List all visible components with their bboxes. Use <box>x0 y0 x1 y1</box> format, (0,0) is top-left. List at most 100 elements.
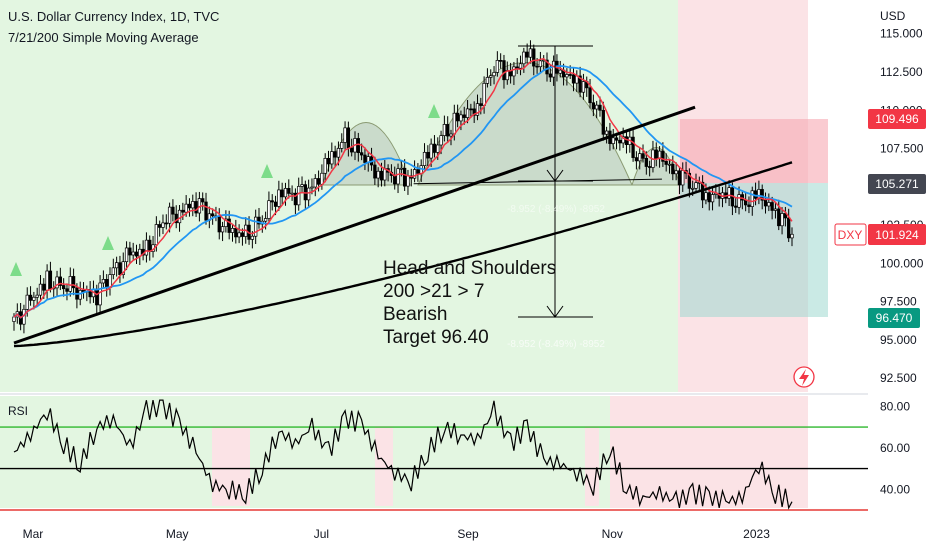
candle-body <box>694 182 698 189</box>
candle-body <box>171 206 175 215</box>
candle-body <box>373 164 377 179</box>
rsi-label: RSI <box>8 404 28 418</box>
candle-body <box>287 188 291 194</box>
candle-body <box>333 151 337 158</box>
bullish-zone-main <box>0 0 678 392</box>
candle-body <box>359 152 364 156</box>
candle-body <box>350 147 354 153</box>
candle-body <box>313 178 317 188</box>
candle-body <box>383 168 387 181</box>
candle-body <box>502 60 506 81</box>
candle-body <box>495 60 500 73</box>
candle-body <box>161 222 165 228</box>
candle-body <box>177 209 182 224</box>
candle-body <box>316 178 321 185</box>
candle-body <box>406 175 410 187</box>
candle-body <box>210 213 215 217</box>
candle-body <box>773 208 778 211</box>
current-price-text: 101.924 <box>875 228 919 242</box>
candle-body <box>455 112 460 122</box>
candle-body <box>727 187 731 199</box>
candle-body <box>780 213 784 227</box>
candle-body <box>181 209 185 213</box>
candle-body <box>747 204 751 207</box>
candle-body <box>148 239 152 252</box>
price-tick-label: 107.500 <box>880 142 924 156</box>
candle-body <box>28 294 33 301</box>
candle-body <box>346 127 351 149</box>
candle-body <box>558 69 562 74</box>
candle-body <box>465 108 470 118</box>
candle-body <box>757 189 761 199</box>
candle-body <box>273 201 278 207</box>
annotation-line-2: 200 >21 > 7 <box>383 281 484 302</box>
candle-body <box>568 74 572 76</box>
sma-7-line <box>13 58 793 319</box>
candle-body <box>452 112 456 135</box>
target-level-tag: 96.470 <box>868 308 920 328</box>
price-tick-label: 100.000 <box>880 256 924 270</box>
candle-body <box>499 60 503 62</box>
candle-body <box>306 187 311 201</box>
candle-body <box>71 276 76 289</box>
rsi-tick-label: 80.00 <box>880 399 910 413</box>
candle-body <box>124 247 129 263</box>
candle-body <box>118 262 122 275</box>
candle-body <box>250 235 255 240</box>
measure-label-top: -8.952 (-8.49%) -8952 <box>507 204 605 215</box>
candle-body <box>416 169 420 174</box>
candle-body <box>330 151 334 165</box>
candle-body <box>515 66 519 69</box>
candle-body <box>641 153 645 159</box>
candle-body <box>737 194 741 208</box>
candle-body <box>638 153 642 162</box>
price-tick-label: 112.500 <box>880 65 923 79</box>
candle-body <box>595 104 599 110</box>
candle-body <box>204 201 208 221</box>
candle-body <box>379 170 384 181</box>
candle-body <box>68 276 72 292</box>
rsi-line <box>13 399 793 510</box>
candle-body <box>42 283 46 291</box>
lightning-icon[interactable] <box>793 366 815 388</box>
candle-body <box>446 124 450 137</box>
candle-body <box>591 102 596 110</box>
candle-body <box>449 133 453 137</box>
candle-body <box>770 202 774 211</box>
candle-body <box>283 188 288 198</box>
candle-body <box>661 150 665 162</box>
candle-body <box>422 151 427 166</box>
candle-body <box>98 282 102 306</box>
candle-body <box>144 239 149 256</box>
target-level-tag-text: 96.470 <box>876 311 913 325</box>
chart-title: U.S. Dollar Currency Index, 1D, TVC <box>8 9 219 24</box>
candle-body <box>671 163 675 175</box>
candle-body <box>240 232 245 237</box>
candle-body <box>131 251 135 256</box>
candle-body <box>469 108 473 111</box>
candle-body <box>158 224 162 228</box>
candle-body <box>187 203 192 209</box>
candle-body <box>323 157 327 174</box>
candle-body <box>654 149 658 159</box>
candle-body <box>58 276 62 286</box>
candle-body <box>320 172 324 185</box>
rising-trendline-line[interactable] <box>13 105 696 345</box>
symbol-tag-text: DXY <box>838 228 863 242</box>
candle-body <box>442 124 447 136</box>
candle-body <box>677 170 682 186</box>
annotation-line-3: Bearish <box>383 304 447 325</box>
candle-body <box>254 216 258 237</box>
candle-body <box>95 288 99 306</box>
candle-body <box>270 200 274 203</box>
bearish-band-rsi-3 <box>585 426 599 506</box>
candle-body <box>154 224 159 246</box>
candle-body <box>522 51 526 65</box>
candle-body <box>588 87 592 104</box>
candle-body <box>363 154 367 163</box>
candle-body <box>750 190 754 207</box>
candle-body <box>191 201 195 209</box>
candle-body <box>707 192 711 203</box>
current-price-tag: DXY 101.924 <box>834 223 926 246</box>
